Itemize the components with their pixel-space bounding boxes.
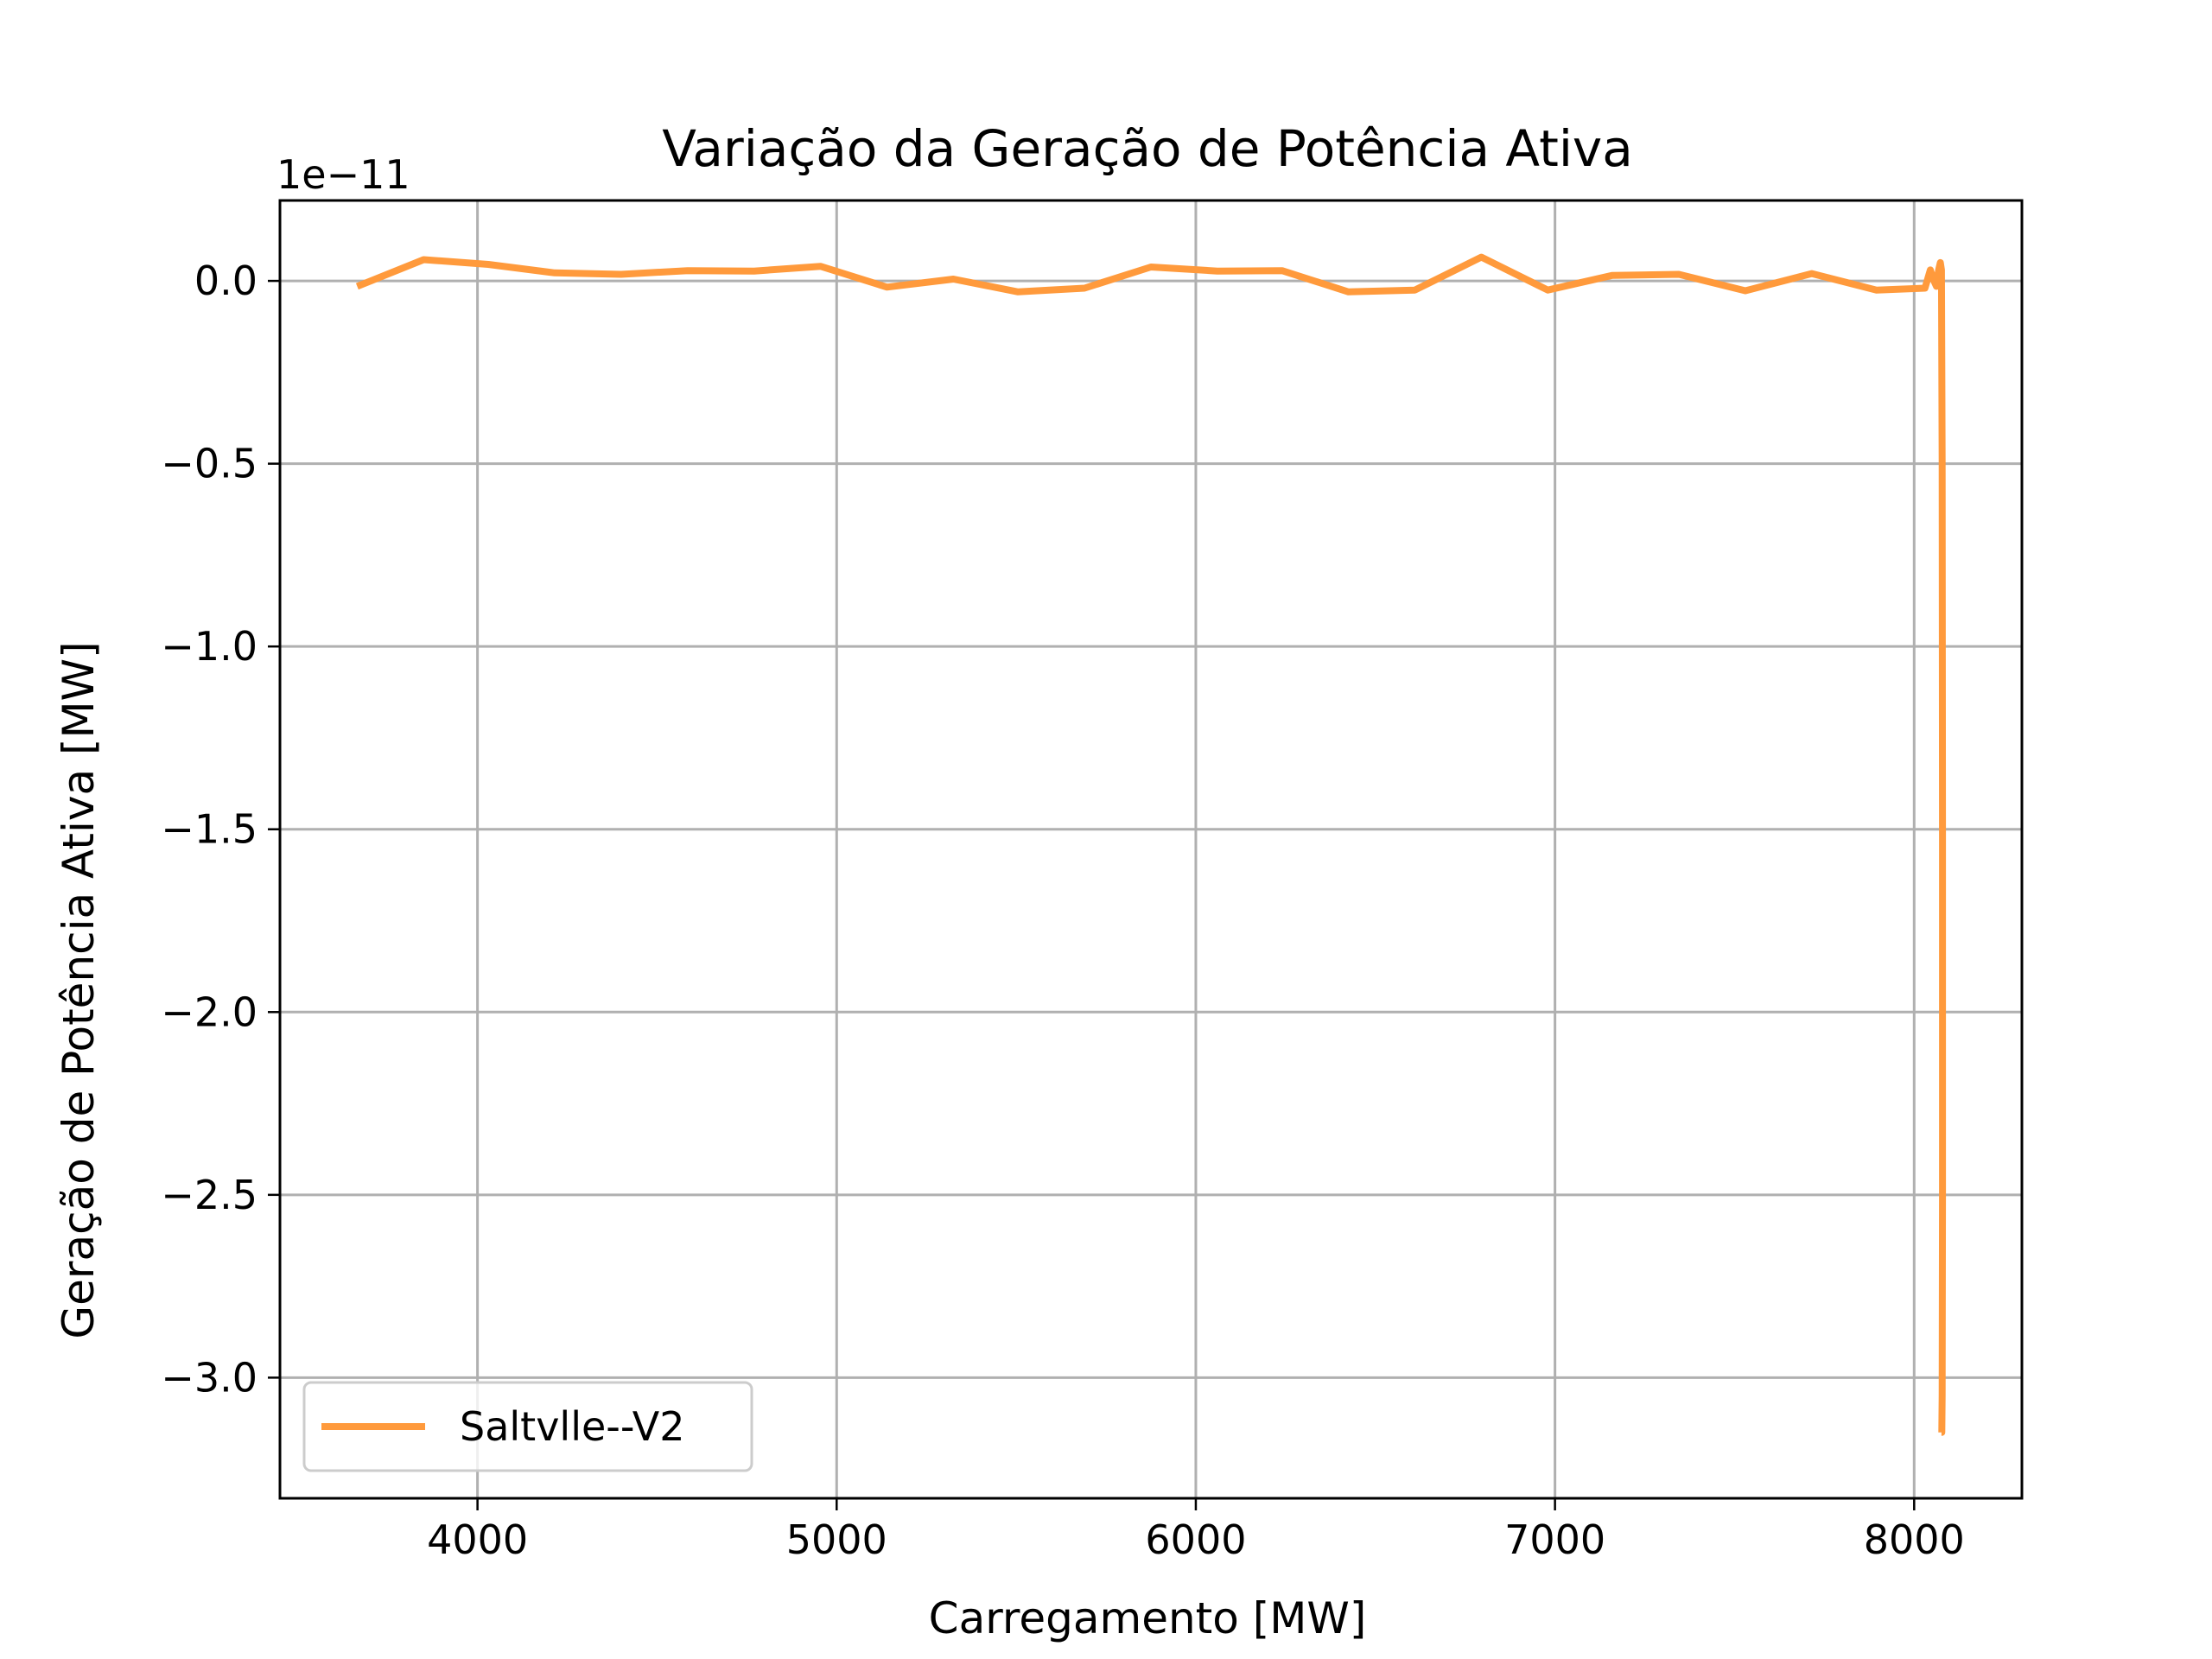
x-axis: 4000 5000 6000 7000 8000 <box>427 1498 1965 1563</box>
y-tick-label: −2.5 <box>161 1172 257 1218</box>
legend-box <box>302 1381 753 1472</box>
y-tick-label: 0.0 <box>194 257 257 304</box>
plot-frame <box>278 199 2024 1500</box>
y-axis-label: Geração de Potência Ativa [MW] <box>54 641 104 1338</box>
x-tick-label: 4000 <box>427 1516 528 1563</box>
y-axis: 0.0 −0.5 −1.0 −1.5 −2.0 −2.5 −3.0 <box>161 257 280 1401</box>
y-tick-label: −3.0 <box>161 1354 257 1401</box>
x-tick-label: 7000 <box>1504 1516 1605 1563</box>
y-tick-label: −1.0 <box>161 623 257 670</box>
plot-lines <box>355 253 1947 1436</box>
x-tick-label: 5000 <box>786 1516 887 1563</box>
series-line <box>355 253 1947 1436</box>
grid-lines <box>280 200 2022 1498</box>
legend-label: Saltvlle--V2 <box>460 1403 685 1450</box>
x-tick-label: 6000 <box>1145 1516 1246 1563</box>
chart-title: Variação da Geração de Potência Ativa <box>662 119 1633 178</box>
legend: Saltvlle--V2 <box>302 1381 753 1472</box>
x-axis-label: Carregamento [MW] <box>929 1593 1367 1643</box>
y-offset-label: 1e−11 <box>276 151 410 198</box>
y-tick-label: −1.5 <box>161 806 257 853</box>
y-tick-label: −2.0 <box>161 988 257 1035</box>
y-tick-label: −0.5 <box>161 441 257 487</box>
x-tick-label: 8000 <box>1864 1516 1965 1563</box>
